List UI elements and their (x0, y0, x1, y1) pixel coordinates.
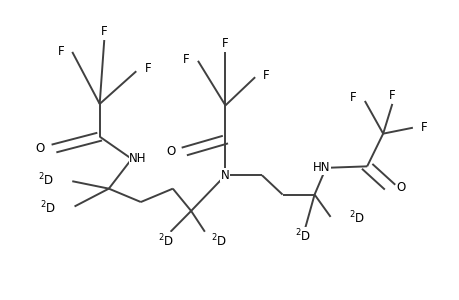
Text: NH: NH (129, 152, 146, 165)
Text: N: N (221, 169, 230, 182)
Text: F: F (101, 25, 107, 38)
Text: F: F (263, 69, 269, 82)
Text: $^{2}$D: $^{2}$D (210, 232, 226, 249)
Text: $^{2}$D: $^{2}$D (295, 228, 311, 244)
Text: F: F (349, 92, 356, 104)
Text: $^{2}$D: $^{2}$D (38, 171, 54, 188)
Text: F: F (222, 37, 228, 50)
Text: $^{2}$D: $^{2}$D (157, 232, 174, 249)
Text: O: O (35, 142, 45, 155)
Text: $^{2}$D: $^{2}$D (348, 210, 364, 227)
Text: F: F (183, 53, 190, 66)
Text: $^{2}$D: $^{2}$D (40, 200, 56, 216)
Text: F: F (144, 62, 151, 75)
Text: F: F (420, 121, 427, 134)
Text: O: O (166, 145, 175, 158)
Text: F: F (388, 89, 395, 102)
Text: F: F (57, 45, 64, 58)
Text: O: O (396, 181, 405, 194)
Text: HN: HN (312, 161, 330, 174)
